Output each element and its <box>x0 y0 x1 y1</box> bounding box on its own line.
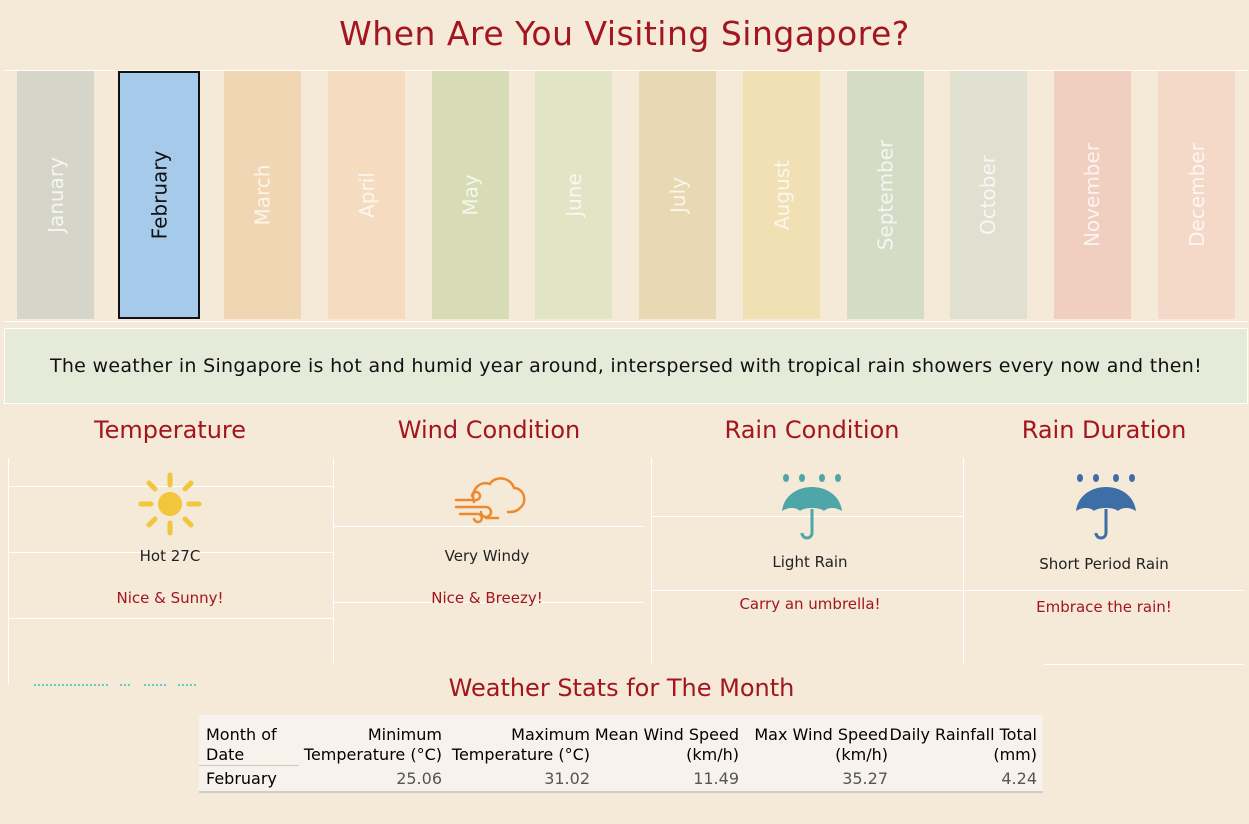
table-cell-rainfall: 4.24 <box>1001 769 1037 788</box>
rain-condition-title: Rain Condition <box>724 416 900 444</box>
header-line: (km/h) <box>835 745 888 764</box>
stats-title: Weather Stats for The Month <box>448 674 795 702</box>
table-cell-max-temp: 31.02 <box>544 769 590 788</box>
month-selector: January February March April May June Ju… <box>4 70 1248 322</box>
panel-divider <box>963 458 964 664</box>
rain-duration-title: Rain Duration <box>1021 416 1187 444</box>
decorative-dots <box>120 684 132 686</box>
month-label: July <box>665 177 690 213</box>
page-title: When Are You Visiting Singapore? <box>339 14 910 53</box>
month-september[interactable]: September <box>847 71 924 319</box>
panel-divider <box>1044 664 1244 665</box>
panel-divider <box>8 552 333 553</box>
header-line: Maximum <box>511 725 590 744</box>
month-august[interactable]: August <box>743 71 820 319</box>
umbrella-rain-icon <box>780 473 844 545</box>
header-line: Max Wind Speed <box>754 725 888 744</box>
weather-summary-banner: The weather in Singapore is hot and humi… <box>4 328 1248 404</box>
rain-duration-tip: Embrace the rain! <box>1036 598 1172 616</box>
header-line: Mean Wind Speed <box>594 725 739 744</box>
table-cell-max-wind: 35.27 <box>842 769 888 788</box>
month-label: June <box>561 173 586 217</box>
column-header-rainfall[interactable]: Daily Rainfall Total (mm) <box>889 725 1037 765</box>
wind-tip: Nice & Breezy! <box>431 589 543 607</box>
column-header-mean-wind[interactable]: Mean Wind Speed (km/h) <box>595 725 739 765</box>
header-line: Minimum <box>367 725 442 744</box>
column-header-month[interactable]: Month of Date <box>206 725 277 765</box>
month-label: April <box>354 172 379 218</box>
header-line: Temperature (°C) <box>451 745 590 764</box>
month-july[interactable]: July <box>639 71 716 319</box>
month-january[interactable]: January <box>17 71 94 319</box>
temperature-condition: Hot 27C <box>139 547 201 565</box>
table-cell-mean-wind: 11.49 <box>693 769 739 788</box>
month-june[interactable]: June <box>535 71 612 319</box>
header-line: (km/h) <box>686 745 739 764</box>
month-december[interactable]: December <box>1158 71 1235 319</box>
month-label: August <box>769 160 794 230</box>
month-label: May <box>458 174 483 216</box>
panel-divider <box>8 618 333 619</box>
month-may[interactable]: May <box>432 71 509 319</box>
wind-condition: Very Windy <box>444 547 530 565</box>
panel-divider <box>651 458 652 664</box>
column-header-max-temp[interactable]: Maximum Temperature (°C) <box>452 725 590 765</box>
month-label: October <box>976 154 1001 236</box>
month-label: September <box>873 139 898 251</box>
rain-condition: Light Rain <box>772 553 848 571</box>
header-divider <box>199 765 299 766</box>
panel-divider <box>8 458 9 684</box>
column-header-min-temp[interactable]: Minimum Temperature (°C) <box>304 725 442 765</box>
month-november[interactable]: November <box>1054 71 1131 319</box>
month-label: February <box>147 150 171 240</box>
header-line: Daily Rainfall Total <box>889 725 1037 744</box>
panel-divider <box>334 602 644 603</box>
month-february[interactable]: February <box>118 71 200 319</box>
month-label: November <box>1080 142 1105 248</box>
panel-divider <box>652 516 964 517</box>
month-march[interactable]: March <box>224 71 301 319</box>
table-cell-month: February <box>206 769 277 788</box>
decorative-dots <box>34 684 108 686</box>
panel-divider <box>652 590 964 591</box>
windy-cloud-icon <box>452 474 528 536</box>
header-line: Temperature (°C) <box>303 745 442 764</box>
month-label: March <box>250 164 275 226</box>
wind-condition-title: Wind Condition <box>397 416 581 444</box>
rain-duration: Short Period Rain <box>1039 555 1169 573</box>
month-label: December <box>1184 143 1209 247</box>
umbrella-rain-dark-icon <box>1074 473 1138 545</box>
header-line: Date <box>206 745 245 764</box>
panel-divider <box>333 458 334 664</box>
panel-divider <box>334 526 644 527</box>
table-cell-min-temp: 25.06 <box>396 769 442 788</box>
temperature-title: Temperature <box>93 416 247 444</box>
header-line: Month of <box>206 725 277 744</box>
rain-tip: Carry an umbrella! <box>739 595 881 613</box>
panel-divider <box>964 590 1244 591</box>
sun-icon <box>138 472 202 540</box>
weather-stats-table: Month of Date Minimum Temperature (°C) M… <box>199 715 1043 793</box>
decorative-dots <box>144 684 168 686</box>
month-october[interactable]: October <box>950 71 1027 319</box>
decorative-dots <box>178 684 198 686</box>
temperature-tip: Nice & Sunny! <box>116 589 224 607</box>
month-label: January <box>43 157 68 233</box>
header-line: (mm) <box>993 745 1037 764</box>
column-header-max-wind[interactable]: Max Wind Speed (km/h) <box>754 725 888 765</box>
month-april[interactable]: April <box>328 71 405 319</box>
